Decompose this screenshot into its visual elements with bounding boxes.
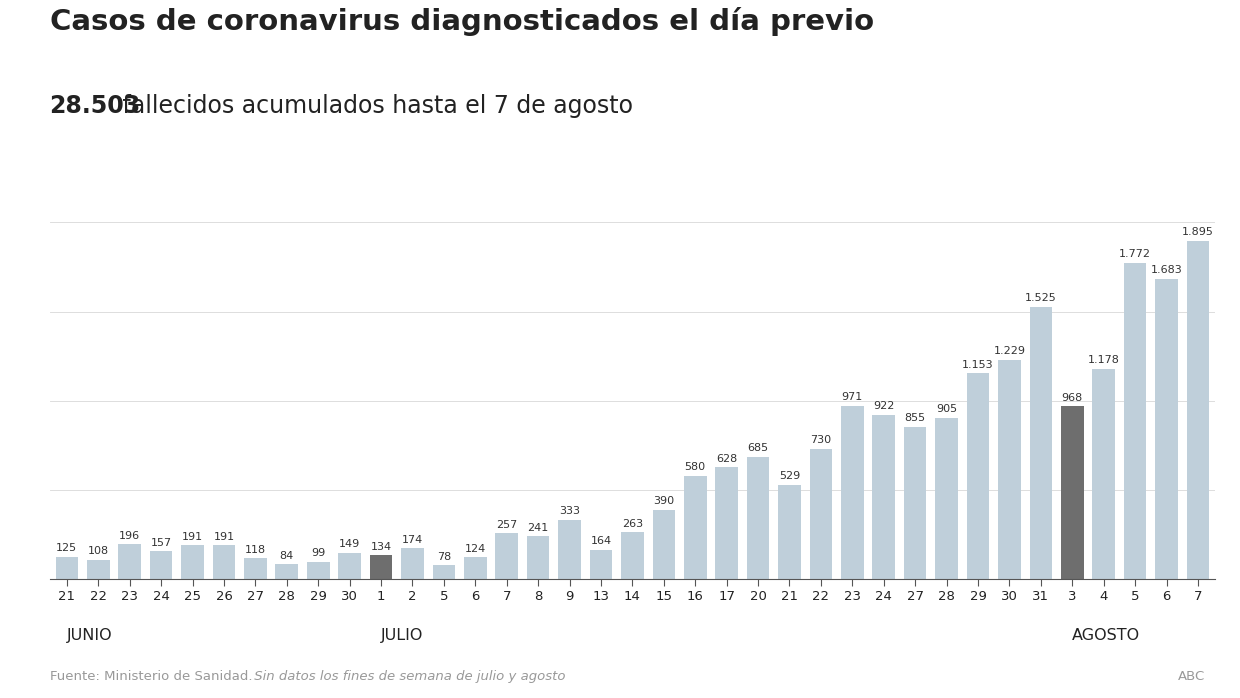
Text: 108: 108: [88, 547, 109, 556]
Text: 174: 174: [402, 535, 423, 544]
Bar: [308, 562, 330, 579]
Bar: [370, 556, 392, 579]
Text: 164: 164: [590, 537, 611, 547]
Text: 124: 124: [465, 544, 486, 554]
Text: AGOSTO: AGOSTO: [1073, 628, 1141, 643]
Text: 84: 84: [280, 551, 294, 560]
Text: 1.229: 1.229: [993, 346, 1025, 356]
Bar: [118, 544, 141, 579]
Bar: [590, 550, 613, 579]
Bar: [1156, 279, 1178, 579]
Bar: [746, 457, 769, 579]
Text: JUNIO: JUNIO: [67, 628, 113, 643]
Text: 855: 855: [905, 413, 926, 423]
Bar: [275, 565, 298, 579]
Text: 157: 157: [150, 537, 171, 548]
Text: 1.525: 1.525: [1025, 293, 1056, 304]
Text: JULIO: JULIO: [381, 628, 423, 643]
Bar: [496, 533, 518, 579]
Text: 730: 730: [811, 436, 832, 445]
Text: 149: 149: [339, 539, 361, 549]
Text: 134: 134: [371, 542, 392, 552]
Text: Casos de coronavirus diagnosticados el día previo: Casos de coronavirus diagnosticados el d…: [50, 7, 874, 36]
Text: 125: 125: [56, 544, 77, 554]
Bar: [998, 360, 1021, 579]
Bar: [527, 536, 549, 579]
Text: 905: 905: [936, 404, 957, 414]
Bar: [1092, 369, 1115, 579]
Bar: [652, 510, 675, 579]
Text: 191: 191: [213, 532, 234, 542]
Text: 1.895: 1.895: [1182, 228, 1214, 237]
Bar: [810, 449, 832, 579]
Text: fallecidos acumulados hasta el 7 de agosto: fallecidos acumulados hasta el 7 de agos…: [115, 94, 634, 118]
Bar: [402, 548, 424, 579]
Text: 968: 968: [1061, 393, 1083, 403]
Text: 333: 333: [559, 506, 580, 517]
Text: 971: 971: [842, 392, 863, 402]
Bar: [1123, 263, 1147, 579]
Bar: [967, 373, 990, 579]
Text: 241: 241: [527, 523, 549, 533]
Text: 1.772: 1.772: [1118, 249, 1151, 260]
Bar: [904, 426, 926, 579]
Text: 1.683: 1.683: [1151, 265, 1183, 275]
Bar: [558, 520, 580, 579]
Bar: [87, 560, 109, 579]
Bar: [56, 557, 78, 579]
Bar: [1187, 241, 1209, 579]
Text: 118: 118: [244, 544, 265, 555]
Text: 922: 922: [873, 401, 894, 411]
Text: 529: 529: [779, 471, 800, 482]
Text: 1.153: 1.153: [962, 360, 993, 370]
Bar: [433, 565, 455, 579]
Bar: [779, 485, 801, 579]
Text: 1.178: 1.178: [1087, 355, 1120, 366]
Text: 191: 191: [182, 532, 203, 542]
Bar: [150, 551, 172, 579]
Bar: [464, 557, 486, 579]
Text: 390: 390: [653, 496, 675, 506]
Bar: [212, 545, 236, 579]
Text: 99: 99: [311, 548, 325, 558]
Text: 28.503: 28.503: [50, 94, 141, 118]
Text: 263: 263: [621, 519, 644, 529]
Bar: [841, 406, 863, 579]
Bar: [715, 467, 738, 579]
Bar: [684, 476, 707, 579]
Bar: [244, 558, 267, 579]
Bar: [935, 417, 957, 579]
Text: Fuente: Ministerio de Sanidad.: Fuente: Ministerio de Sanidad.: [50, 669, 252, 683]
Text: ABC: ABC: [1178, 669, 1205, 683]
Bar: [181, 545, 203, 579]
Text: 685: 685: [748, 443, 769, 454]
Bar: [1029, 307, 1053, 579]
Text: 257: 257: [496, 520, 517, 530]
Text: 78: 78: [436, 552, 451, 562]
Bar: [339, 553, 361, 579]
Text: 580: 580: [684, 462, 706, 473]
Text: 628: 628: [715, 454, 738, 463]
Bar: [873, 415, 895, 579]
Bar: [621, 533, 644, 579]
Bar: [1061, 406, 1084, 579]
Text: 196: 196: [119, 530, 140, 541]
Text: Sin datos los fines de semana de julio y agosto: Sin datos los fines de semana de julio y…: [250, 669, 565, 683]
